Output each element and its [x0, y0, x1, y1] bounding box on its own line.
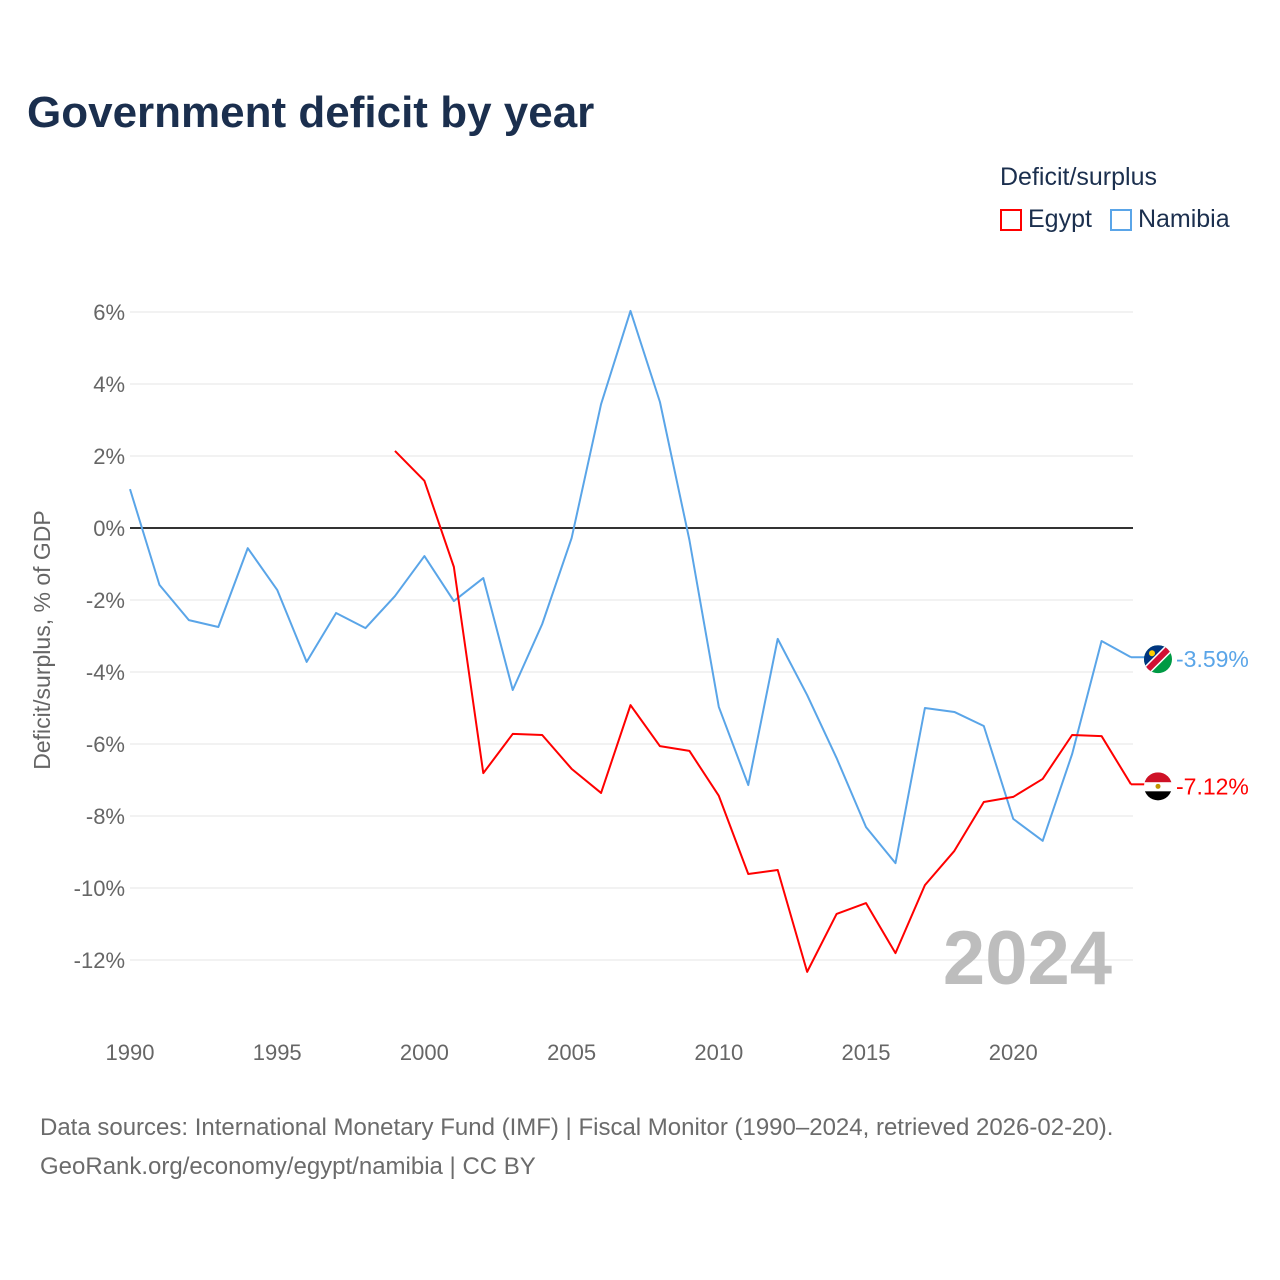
- data-point-namibia: [569, 535, 575, 541]
- x-tick-label: 2015: [842, 1040, 891, 1065]
- data-point-namibia: [1010, 816, 1016, 822]
- data-point-egypt: [951, 848, 957, 854]
- legend-swatch-egypt: [1000, 208, 1022, 231]
- data-point-egypt: [745, 871, 751, 877]
- data-point-namibia: [834, 755, 840, 761]
- data-point-egypt: [598, 790, 604, 796]
- data-point-egypt: [569, 766, 575, 772]
- data-point-egypt: [628, 702, 634, 708]
- data-point-egypt: [863, 900, 869, 906]
- data-point-egypt: [657, 743, 663, 749]
- data-point-namibia: [981, 723, 987, 729]
- x-tick-label: 2010: [694, 1040, 743, 1065]
- end-value-label-namibia: -3.59%: [1176, 646, 1249, 672]
- y-tick-label: -12%: [74, 948, 125, 973]
- source-line-2[interactable]: GeoRank.org/economy/egypt/namibia | CC B…: [40, 1153, 536, 1180]
- namibia-flag-icon: [1144, 645, 1172, 674]
- data-point-egypt: [922, 882, 928, 888]
- data-point-namibia: [863, 824, 869, 830]
- data-point-egypt: [804, 969, 810, 975]
- data-point-egypt: [1010, 794, 1016, 800]
- y-tick-label: -2%: [86, 588, 125, 613]
- data-point-namibia: [392, 593, 398, 599]
- source-line-1: Data sources: International Monetary Fun…: [40, 1114, 1114, 1141]
- data-point-namibia: [657, 399, 663, 405]
- legend-item-namibia[interactable]: Namibia: [1109, 205, 1230, 234]
- data-point-egypt: [539, 732, 545, 738]
- data-point-egypt: [1099, 733, 1105, 739]
- legend-title: Deficit/surplus: [1000, 163, 1157, 191]
- data-point-namibia: [598, 401, 604, 407]
- data-point-namibia: [745, 782, 751, 788]
- legend-item-egypt[interactable]: Egypt: [1000, 205, 1092, 234]
- egypt-flag-icon: [1144, 772, 1172, 801]
- data-point-namibia: [451, 598, 457, 604]
- data-point-namibia: [274, 587, 280, 593]
- data-point-egypt: [451, 564, 457, 570]
- data-point-egypt: [480, 770, 486, 776]
- data-point-egypt: [716, 793, 722, 799]
- legend-swatch-namibia: [1109, 208, 1132, 231]
- data-point-namibia: [421, 553, 427, 559]
- x-tick-label: 2005: [547, 1040, 596, 1065]
- data-point-namibia: [922, 705, 928, 711]
- y-tick-label: 0%: [93, 516, 125, 541]
- data-point-namibia: [1069, 751, 1075, 757]
- data-point-namibia: [333, 610, 339, 616]
- chart-title: Government deficit by year: [27, 88, 595, 137]
- data-point-egypt: [981, 799, 987, 805]
- x-tick-label: 2000: [400, 1040, 449, 1065]
- series-line-namibia: [129, 309, 1132, 865]
- data-point-namibia: [775, 636, 781, 642]
- y-tick-label: -6%: [86, 732, 125, 757]
- data-point-egypt: [510, 731, 516, 737]
- data-point-egypt: [834, 911, 840, 917]
- data-point-egypt: [1069, 732, 1075, 738]
- data-point-namibia: [363, 625, 369, 631]
- data-point-namibia: [215, 624, 221, 630]
- legend-label-namibia: Namibia: [1137, 205, 1230, 233]
- legend: Egypt Namibia: [1000, 205, 1230, 234]
- y-tick-label: 2%: [93, 444, 125, 469]
- legend-label-egypt: Egypt: [1028, 205, 1092, 233]
- end-value-label-egypt: -7.12%: [1176, 773, 1249, 799]
- data-point-egypt: [775, 867, 781, 873]
- y-tick-label: 4%: [93, 372, 125, 397]
- data-point-namibia: [628, 308, 634, 314]
- data-point-namibia: [186, 617, 192, 623]
- data-point-namibia: [892, 860, 898, 866]
- y-tick-label: -8%: [86, 804, 125, 829]
- source-note: Data sources: International Monetary Fun…: [40, 1108, 1113, 1186]
- data-point-namibia: [804, 692, 810, 698]
- data-point-namibia: [245, 545, 251, 551]
- data-point-namibia: [539, 621, 545, 627]
- data-point-namibia: [304, 659, 310, 665]
- data-point-egypt: [1040, 776, 1046, 782]
- year-watermark: 2024: [943, 916, 1112, 1001]
- data-point-namibia: [480, 575, 486, 581]
- data-point-namibia: [951, 709, 957, 715]
- x-tick-label: 1990: [106, 1040, 155, 1065]
- data-point-namibia: [716, 704, 722, 710]
- y-tick-label: -10%: [74, 876, 125, 901]
- x-tick-label: 2020: [989, 1040, 1038, 1065]
- data-point-namibia: [1040, 838, 1046, 844]
- data-point-namibia: [1099, 638, 1105, 644]
- y-tick-label: 6%: [93, 300, 125, 325]
- data-point-egypt: [392, 448, 398, 454]
- data-point-egypt: [421, 478, 427, 484]
- data-point-egypt: [892, 950, 898, 956]
- series-line-egypt: [394, 450, 1132, 973]
- data-point-namibia: [686, 537, 692, 543]
- y-tick-label: -4%: [86, 660, 125, 685]
- data-point-egypt: [686, 748, 692, 754]
- data-point-namibia: [127, 486, 133, 492]
- y-axis-label: Deficit/surplus, % of GDP: [29, 510, 55, 769]
- data-point-namibia: [510, 687, 516, 693]
- x-tick-label: 1995: [253, 1040, 302, 1065]
- data-point-namibia: [156, 582, 162, 588]
